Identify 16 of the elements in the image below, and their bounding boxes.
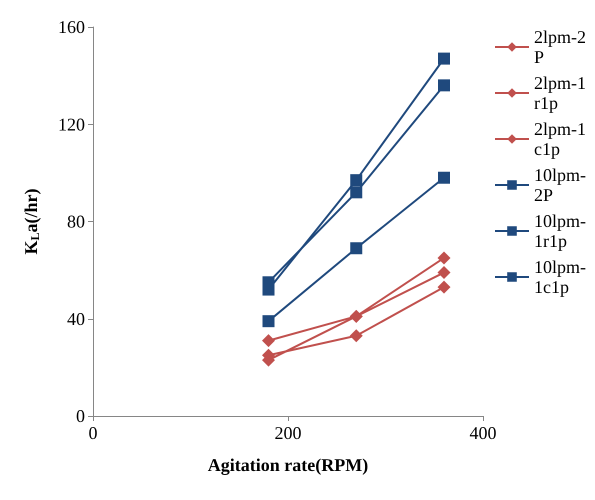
y-tick-label: 160 [58, 17, 85, 37]
legend-label: 10lpm-2P [534, 165, 586, 205]
legend-label: 10lpm-1r1p [534, 211, 586, 251]
legend-label: 2lpm-1r1p [534, 73, 586, 113]
y-axis-title: KLa(/hr) [21, 188, 42, 255]
x-tick-label: 400 [470, 423, 496, 443]
legend-label: 2lpm-2P [534, 27, 586, 67]
y-tick-label: 40 [67, 308, 85, 329]
legend-label: 10lpm-1c1p [534, 257, 586, 297]
x-tick-label: 0 [88, 423, 98, 443]
x-tick-label: 200 [274, 423, 302, 443]
y-tick-label: 0 [76, 406, 85, 426]
y-tick-label: 120 [58, 114, 85, 134]
x-axis-title: Agitation rate(RPM) [208, 455, 368, 475]
legend-label: 2lpm-1c1p [534, 119, 586, 159]
y-tick-label: 80 [67, 212, 85, 232]
